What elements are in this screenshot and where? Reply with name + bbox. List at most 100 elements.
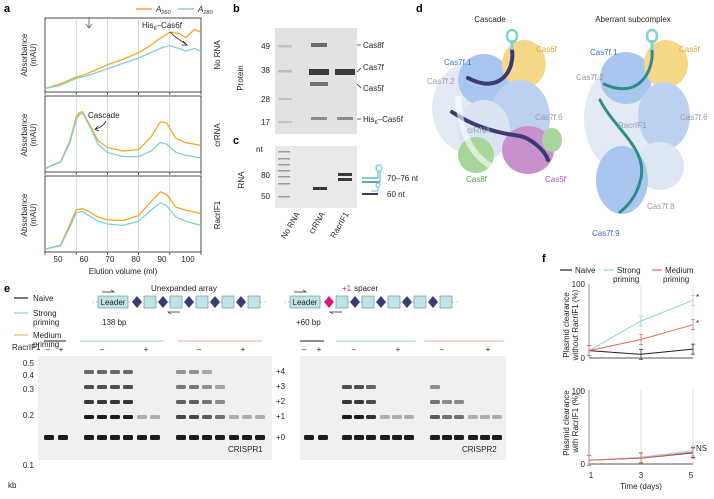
e-kb-tick: 0.2 — [23, 411, 35, 420]
e-band-plus2 — [176, 400, 186, 404]
e-gel-crispr2 — [300, 356, 506, 460]
f-ytick: 100 — [572, 280, 586, 289]
a-series-a280 — [44, 202, 202, 250]
e-band-plus2 — [189, 400, 199, 404]
c-band-70nt — [338, 178, 352, 181]
f-star-strong: * — [696, 293, 699, 302]
e-lane-sign: – — [440, 345, 445, 354]
a-xtick: 90 — [158, 255, 167, 264]
e-band-plus1 — [84, 415, 94, 419]
f-star-medium: * — [696, 319, 699, 328]
c-label-60: 60 nt — [387, 190, 406, 199]
e-band-plus2 — [354, 400, 364, 404]
a-xlabel: Elution volume (ml) — [89, 267, 158, 276]
e-band-plus0 — [454, 435, 464, 440]
b-label-cas8f: Cas8f — [363, 41, 385, 50]
e-band-plus2 — [366, 400, 376, 404]
a-xticks: 50 60 70 80 90 100 — [54, 255, 196, 264]
e-band-plus1 — [215, 415, 225, 419]
a-xtick: 60 — [80, 255, 89, 264]
e-gel-bands — [44, 370, 502, 440]
e-spacer-box — [413, 295, 427, 309]
panel-a-plots — [44, 17, 202, 255]
e-band-plus1 — [97, 415, 107, 419]
e-primer-rev-icon — [166, 311, 180, 315]
e-band-plus3 — [189, 385, 199, 389]
f-ylabel-bottom: Plasmid clearancewith RacrIF1 (%) — [562, 390, 580, 456]
f-ytick: 0 — [581, 460, 586, 469]
e-band-plus0 — [366, 435, 376, 440]
c-lane-crrna: crRNA — [307, 210, 327, 235]
e-band-plus0 — [176, 435, 186, 440]
d-crrna-label: crRNA — [467, 126, 491, 135]
e-legend-naive: Naive — [33, 294, 54, 303]
panel-f-letter: f — [542, 253, 546, 265]
e-lane-sign: – — [100, 345, 105, 354]
f-legend-medium: Medium priming — [663, 266, 694, 284]
d-cas7f1-blob — [458, 54, 510, 106]
d-aberrant-structure — [584, 28, 690, 214]
e-band-plus2 — [215, 400, 225, 404]
e-band-plus3 — [97, 385, 107, 389]
e-racr-label: RacrIF1 — [12, 343, 41, 352]
c-marker-80: 80 — [261, 171, 270, 180]
e-band-plus1 — [123, 415, 133, 419]
e-band-plus0 — [430, 435, 440, 440]
f-xtick: 1 — [589, 471, 594, 480]
f-ns: NS — [696, 444, 707, 453]
b-label-cas7f: Cas7f — [363, 63, 385, 72]
e-band-plus1 — [480, 415, 490, 419]
e-band-plus0 — [229, 435, 239, 440]
a-row-label-crrna: crRNA — [213, 123, 222, 147]
d-cas5f-blob — [502, 126, 554, 174]
e-spacer-box — [143, 295, 157, 309]
e-repeat-diamond — [184, 296, 194, 308]
e-band-label: +2 — [276, 397, 286, 406]
b-ladder-band — [278, 45, 292, 48]
e-band-plus0 — [342, 435, 352, 440]
a-ylabel-row3: Absorbance(mAU) — [20, 193, 38, 236]
e-primer-rev-icon — [328, 311, 342, 315]
e-band-plus4 — [97, 370, 107, 374]
e-kb-unit: kb — [8, 481, 17, 490]
e-primer-fwd-icon — [102, 289, 116, 293]
e-band-plus0 — [110, 435, 120, 440]
b-label-cas5f: Cas5f — [363, 84, 385, 93]
c-ylabel: RNA — [237, 171, 246, 189]
b-ladder-band — [278, 70, 292, 73]
b-ladder-band — [278, 121, 292, 123]
e-band-plus0 — [123, 435, 133, 440]
e-band-plus2 — [110, 400, 120, 404]
d-racrif1-loop — [645, 28, 659, 44]
e-band-plus3 — [176, 385, 186, 389]
e-band-plus0 — [442, 435, 452, 440]
e-band-plus0 — [58, 435, 68, 440]
e-band-plus1 — [380, 415, 390, 419]
e-kb-tick: 0.3 — [23, 385, 35, 394]
e-band-plus1 — [255, 415, 265, 419]
e-band-plus0 — [242, 435, 252, 440]
a-plot-frame — [44, 17, 202, 93]
d-ab-racrif1-label: RacrIF1 — [618, 121, 647, 130]
a-his-arrowhead-icon — [182, 40, 188, 46]
a-his-cas6f-label: His6–Cas6f — [142, 21, 183, 32]
f-legend-naive: Naive — [575, 266, 596, 275]
e-repeat-diamond — [158, 296, 168, 308]
e-leader-label: Leader — [293, 298, 318, 307]
e-leader-box — [97, 295, 129, 309]
e-band-plus1 — [342, 415, 352, 419]
e-band-plus0 — [137, 435, 147, 440]
e-lane-sign: – — [46, 345, 51, 354]
b-ladder-band — [278, 98, 292, 100]
c-lane-racrif1: RacrIF1 — [329, 210, 351, 240]
a-row-label-norna: No RNA — [213, 40, 222, 70]
d-crrna-strand — [466, 48, 515, 86]
a-ylabel-row1: Absorbance(mAU) — [20, 33, 38, 76]
e-band-plus2 — [97, 400, 107, 404]
d-ab-cas7f1-label: Cas7f.1 — [590, 48, 618, 57]
e-kb-tick: 0.5 — [23, 359, 35, 368]
f-ylabel-top: Plasmid clearancewithout RacrIF1 (%) — [562, 289, 580, 361]
e-band-plus1 — [150, 415, 160, 419]
e-repeat-diamond — [376, 296, 386, 308]
e-band-plus3 — [215, 385, 225, 389]
